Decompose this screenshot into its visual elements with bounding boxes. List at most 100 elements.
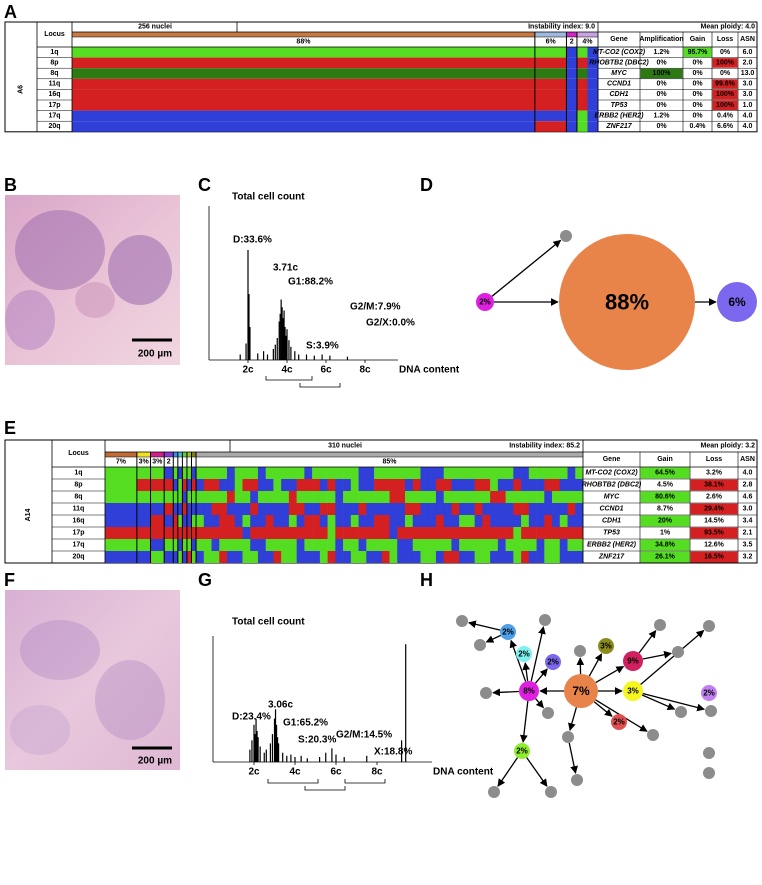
heat-cell [312,491,321,503]
histogram-bar [265,749,267,762]
edge [526,757,548,787]
table-cell: 2.0 [743,59,753,66]
table-cell: 0% [656,91,667,98]
annotation: G1:88.2% [288,277,333,288]
heat-cell [196,539,205,551]
heat-cell [552,503,561,515]
heat-cell [474,527,483,539]
panel-label: H [420,570,433,590]
heat-cell [490,551,499,563]
cell-highlight [712,89,738,100]
node [623,651,643,671]
heat-cell [136,527,151,539]
cell-highlight [640,491,690,503]
heat-cell [405,503,414,515]
heat-cell [136,515,151,527]
heat-cell [273,503,282,515]
heat-cell [335,503,344,515]
heat-cell [381,551,390,563]
heat-cell [177,491,183,503]
locus-label: 8p [50,59,58,66]
heat-cell [389,539,398,551]
heat-cell [482,503,491,515]
heat-cell [105,491,138,503]
panel-label: F [4,570,15,590]
heat-cell [521,479,530,491]
node [672,646,684,658]
heat-cell [196,467,205,479]
edge [468,620,501,631]
sample-label: A6 [18,85,25,94]
heat-cell [490,503,499,515]
heat-cell [358,527,367,539]
heat-cell [350,551,359,563]
histogram-bar [247,250,249,360]
heat-cell [105,539,138,551]
heat-cell [105,467,138,479]
heat-cell [559,503,568,515]
heat-cell [412,515,421,527]
locus-label: 17q [72,542,84,549]
heat-cell [288,527,297,539]
heat-cell [182,515,188,527]
heat-cell [435,539,444,551]
histogram-bar [259,746,261,762]
heat-cell [343,479,352,491]
clone-bar [136,452,151,457]
node [701,685,717,701]
heat-cell [521,551,530,563]
heat-cell [474,503,483,515]
node-label: 9% [627,657,639,666]
heat-cell [459,539,468,551]
heat-cell [136,503,151,515]
table-cell: 100% [716,59,735,66]
edge [568,742,578,774]
table-cell: 0% [692,112,703,119]
heat-cell [164,515,174,527]
heat-cell [587,89,599,100]
heat-cell [72,47,536,58]
node [480,687,492,699]
heat-cell [528,491,537,503]
heat-cell [203,527,212,539]
histogram-bar [294,351,296,360]
heat-cell [227,527,236,539]
heat-cell [521,515,530,527]
heat-cell [482,479,491,491]
heat-cell [72,110,536,122]
cell-highlight [640,68,683,79]
heat-cell [559,551,568,563]
heat-cell [567,551,576,563]
heat-cell [234,467,243,479]
clone-bar [191,452,197,457]
heat-cell [234,551,243,563]
heat-cell [521,491,530,503]
heat-cell [219,551,228,563]
node-label: 2% [703,689,715,698]
heat-cell [397,539,406,551]
annotation: 3.71c [273,263,298,274]
heat-cell [288,479,297,491]
heat-cell [164,503,174,515]
heat-cell [587,68,599,79]
column-header: Gene [603,456,621,463]
heat-cell [451,503,460,515]
heat-cell [257,467,266,479]
histogram-bar [249,749,251,762]
gene-name: ZNF217 [605,123,632,130]
clone-bar [186,452,192,457]
node-label: 2% [516,747,528,756]
heat-cell [219,515,228,527]
heat-cell [435,467,444,479]
table-cell: 12.6% [704,542,725,549]
annotation: S:20.3% [298,735,336,746]
node-label: 2% [547,658,559,667]
heat-cell [389,527,398,539]
node [647,729,659,741]
locus-label: 1q [50,49,58,56]
histogram-bar [346,356,349,360]
heat-cell [196,503,205,515]
heat-cell [177,515,183,527]
heat-cell [435,503,444,515]
